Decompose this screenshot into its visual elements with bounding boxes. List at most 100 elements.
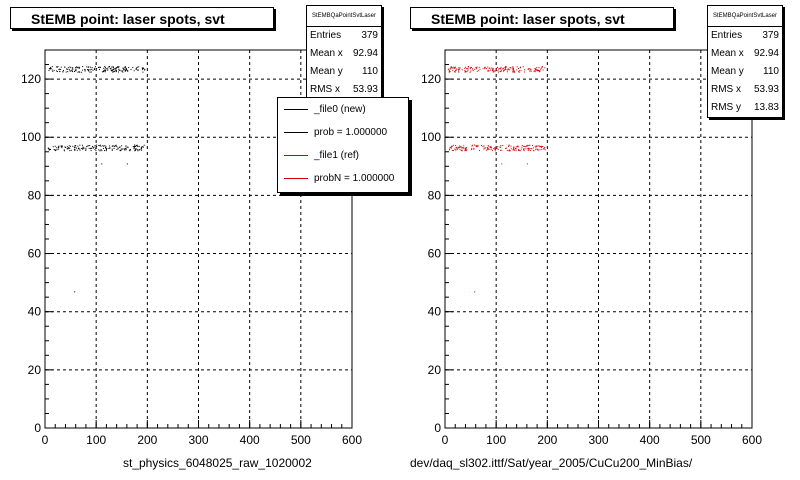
data-point	[87, 66, 89, 68]
data-point	[104, 68, 106, 70]
x-tick-label: 300	[188, 433, 208, 447]
data-point	[534, 69, 536, 71]
y-tick-label: 40	[28, 305, 42, 319]
data-point	[138, 145, 140, 147]
data-point	[126, 163, 128, 165]
data-point	[459, 145, 461, 147]
data-point	[533, 150, 535, 152]
data-point	[510, 148, 512, 150]
data-point	[467, 68, 469, 70]
data-point	[97, 67, 99, 69]
data-point	[449, 148, 451, 150]
data-point	[81, 144, 83, 146]
data-point	[80, 148, 82, 150]
data-point	[102, 145, 104, 147]
data-point	[524, 69, 526, 71]
data-point	[88, 147, 90, 149]
data-point	[516, 69, 518, 71]
data-point	[72, 71, 74, 73]
data-point	[110, 67, 112, 69]
x-tick-label: 200	[537, 433, 557, 447]
data-point	[536, 69, 538, 71]
data-point	[75, 68, 77, 70]
data-point	[536, 70, 538, 72]
data-point	[93, 146, 95, 148]
y-tick-label: 60	[28, 247, 42, 261]
data-point	[524, 71, 526, 73]
data-point	[67, 71, 69, 73]
stats-row: Mean x 92.94	[708, 45, 782, 63]
stats-value: 379	[762, 30, 779, 41]
data-point	[56, 149, 58, 151]
data-point	[112, 71, 114, 73]
data-point	[124, 149, 126, 151]
data-point	[471, 147, 473, 149]
y-tick-label: 100	[421, 130, 441, 144]
data-point	[505, 66, 507, 68]
data-point	[464, 150, 466, 152]
stats-box: StEMBQaPointSvtLaser Entries 379 Mean x 92…	[707, 5, 783, 118]
data-point	[122, 67, 124, 69]
data-point	[487, 145, 489, 147]
data-point	[457, 148, 459, 150]
data-point	[62, 69, 64, 71]
data-point	[112, 70, 114, 72]
data-point	[55, 150, 57, 152]
data-point	[535, 147, 537, 149]
data-point	[487, 149, 489, 151]
data-point	[464, 70, 466, 72]
data-point	[475, 144, 477, 146]
data-point	[538, 67, 540, 69]
data-point	[464, 67, 466, 69]
data-point	[516, 145, 518, 147]
data-point	[85, 149, 87, 151]
data-point	[537, 149, 539, 151]
data-point	[82, 146, 84, 148]
data-point	[119, 146, 121, 148]
data-point	[98, 66, 100, 68]
data-point	[472, 68, 474, 70]
data-point	[84, 149, 86, 151]
stats-value: 53.93	[352, 84, 378, 95]
x-tick-label: 0	[442, 433, 449, 447]
data-point	[116, 67, 118, 69]
data-point	[513, 146, 515, 148]
data-point	[127, 70, 129, 72]
data-point	[75, 145, 77, 147]
data-point	[105, 68, 107, 70]
data-point	[526, 145, 528, 147]
data-point	[129, 150, 131, 152]
data-point	[455, 68, 457, 70]
data-point	[454, 67, 456, 69]
data-point	[460, 150, 462, 152]
data-point	[140, 149, 142, 151]
data-point	[102, 147, 104, 149]
data-point	[141, 146, 143, 148]
legend-entry: probN = 1.000000	[278, 167, 394, 190]
data-point	[123, 148, 125, 150]
data-point	[454, 66, 456, 68]
data-point	[485, 68, 487, 70]
data-point	[528, 149, 530, 151]
data-point	[79, 144, 81, 146]
data-point	[455, 69, 457, 71]
data-point	[530, 150, 532, 152]
data-point	[529, 144, 531, 146]
data-point	[51, 69, 53, 71]
data-point	[127, 146, 129, 148]
data-point	[129, 149, 131, 151]
data-point	[531, 148, 533, 150]
data-point	[111, 149, 113, 151]
legend-label: _file1 (ref)	[314, 150, 360, 161]
stats-label: RMS x	[711, 84, 741, 95]
data-point	[456, 147, 458, 149]
data-point	[542, 145, 544, 147]
data-point	[519, 66, 521, 68]
data-point	[503, 70, 505, 72]
data-point	[69, 147, 71, 149]
data-point	[491, 68, 493, 70]
data-point	[461, 69, 463, 71]
data-point	[534, 145, 536, 147]
data-point	[74, 146, 76, 148]
data-point	[533, 70, 535, 72]
